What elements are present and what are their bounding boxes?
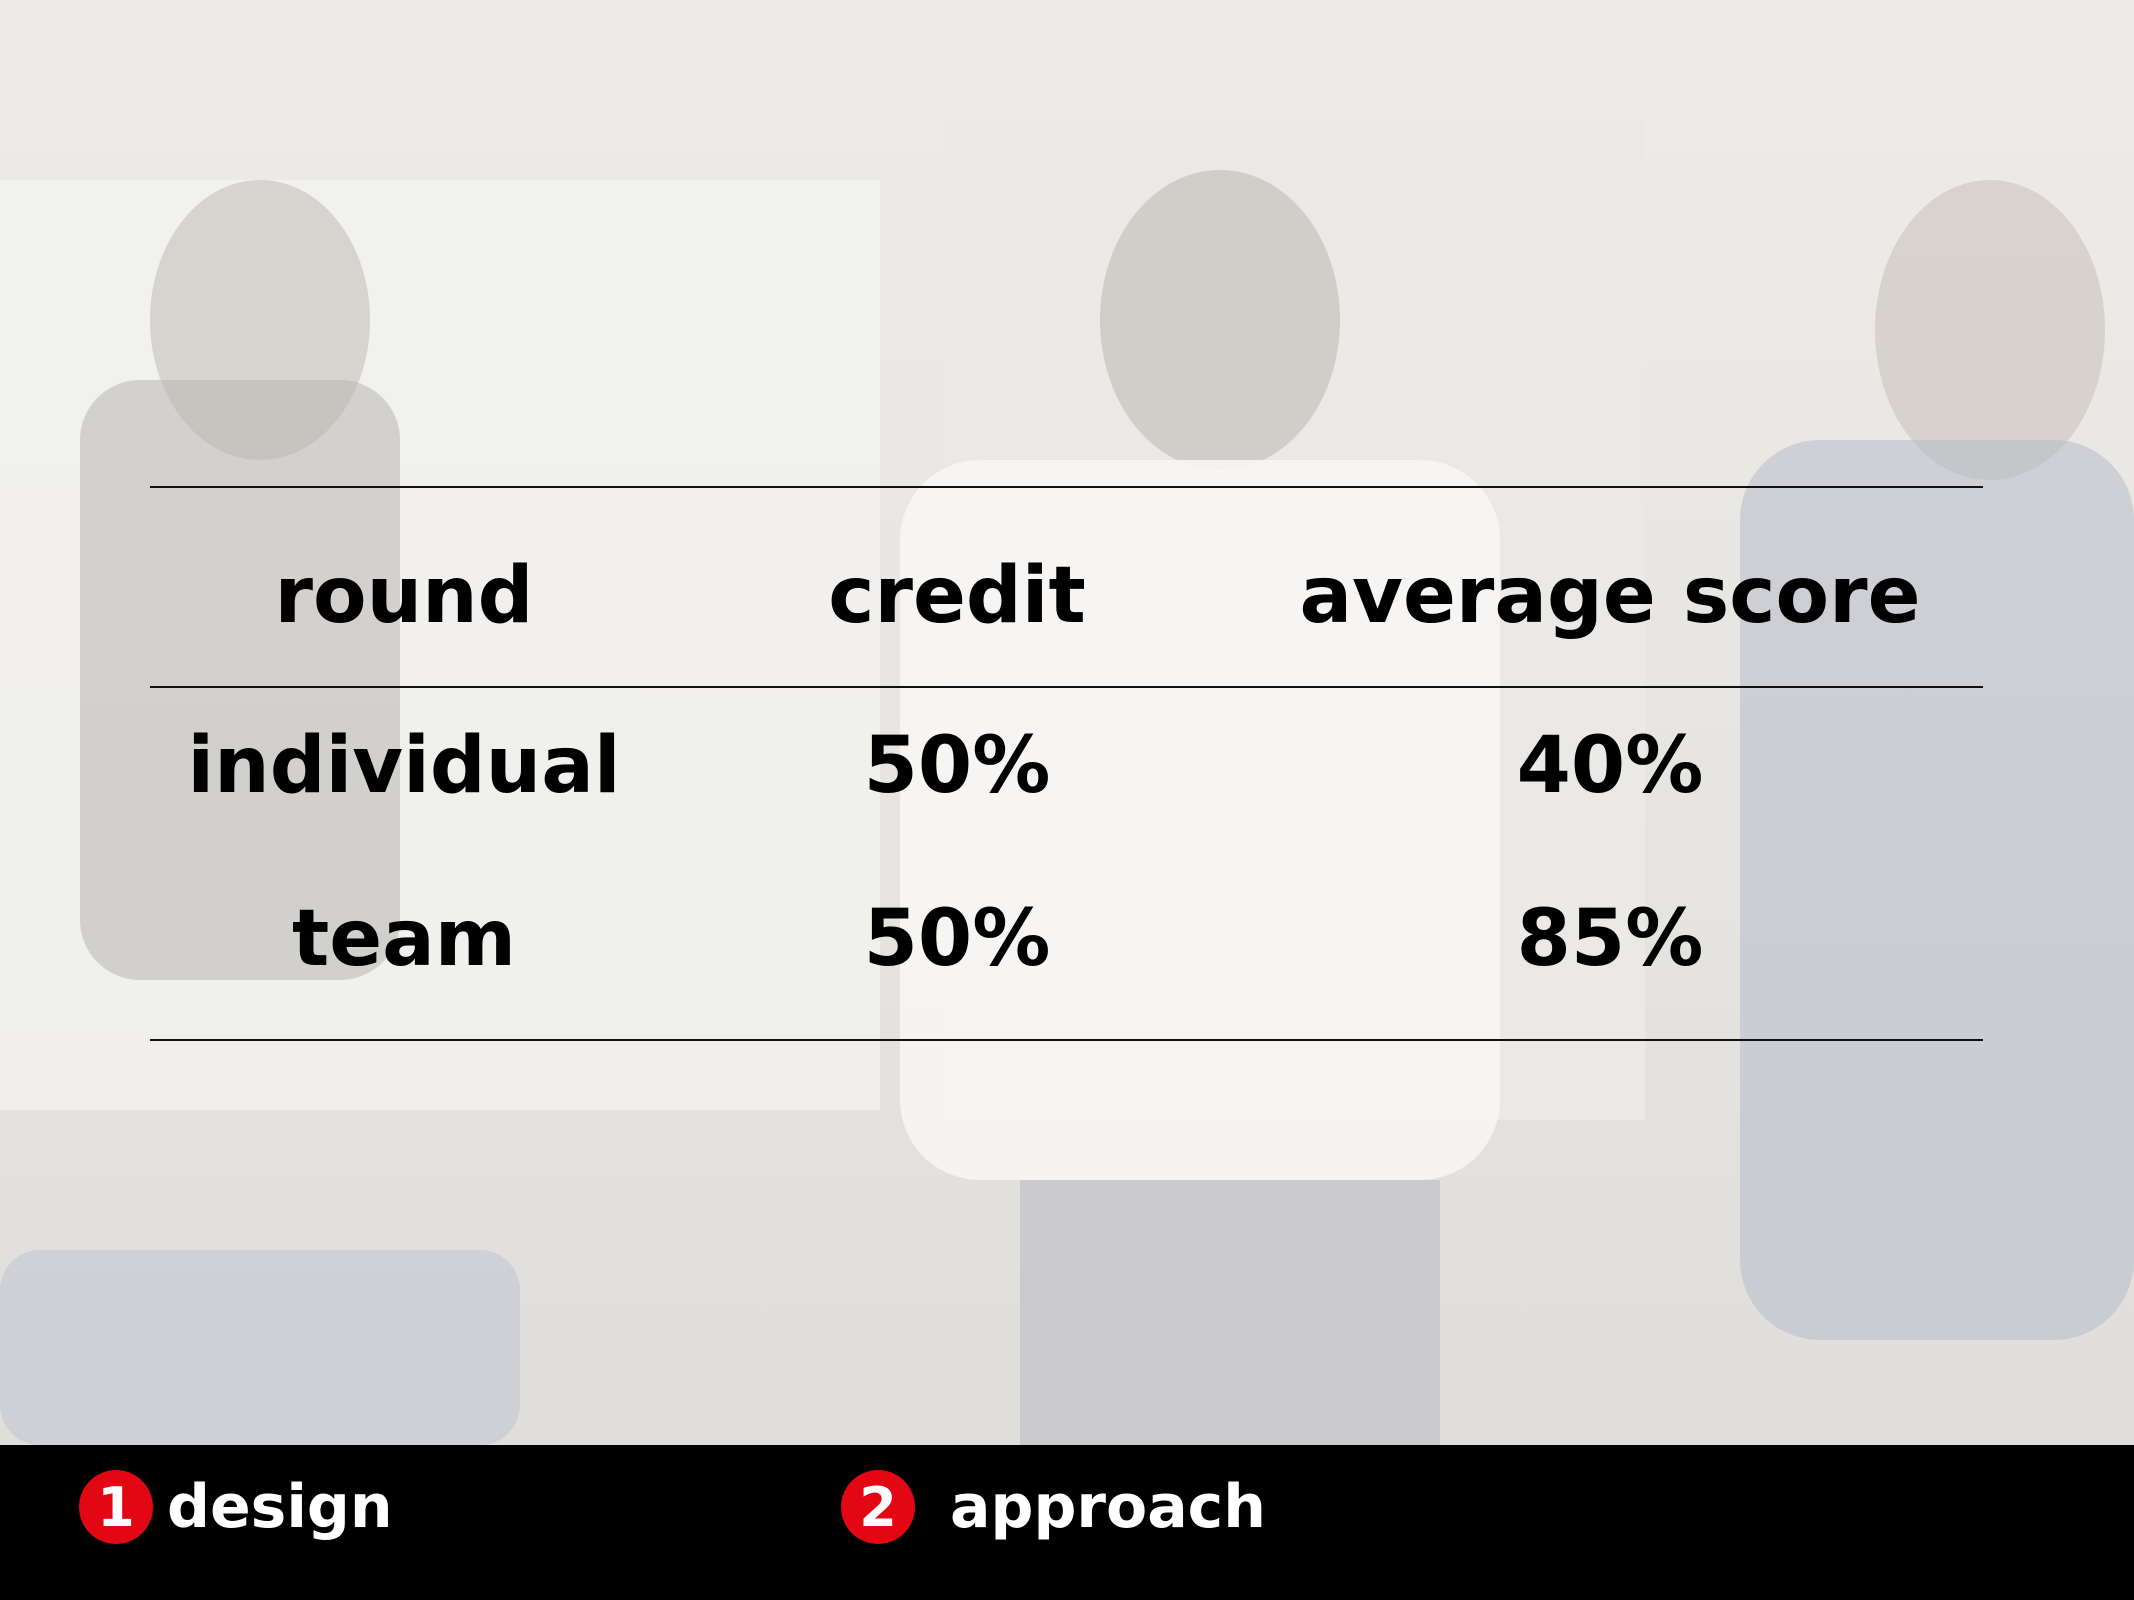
table-cell: 85%	[1516, 894, 1704, 984]
column-header: credit	[828, 551, 1086, 641]
column-header: average score	[1299, 551, 1921, 641]
background-photo	[0, 120, 2134, 1445]
step-label: approach	[950, 1472, 1266, 1542]
step-number: 2	[841, 1470, 915, 1544]
column-header: round	[274, 551, 534, 641]
table-cell: 50%	[863, 721, 1051, 811]
table-cell: team	[291, 894, 517, 984]
footer-bar: 1 design 2 approach	[0, 1445, 2134, 1600]
table-cell: individual	[187, 721, 621, 811]
step-label: design	[167, 1472, 393, 1542]
table-rule	[150, 486, 1983, 488]
table-rule	[150, 686, 1983, 688]
table-cell: 50%	[863, 894, 1051, 984]
table-rule	[150, 1039, 1983, 1041]
step-number: 1	[79, 1470, 153, 1544]
table-cell: 40%	[1516, 721, 1704, 811]
